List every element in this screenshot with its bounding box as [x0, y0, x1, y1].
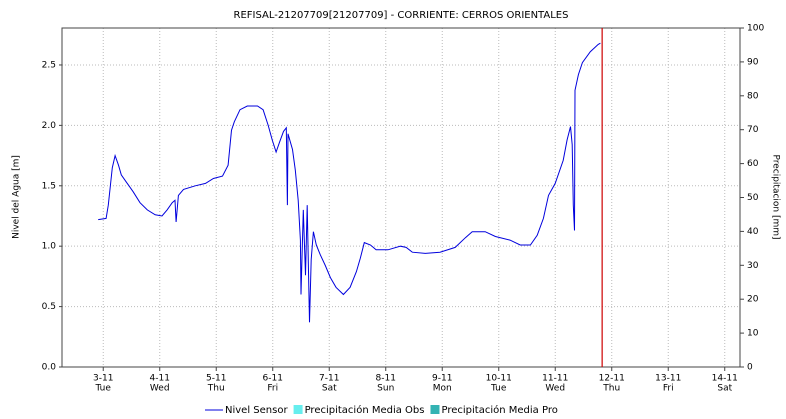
legend-label: Precipitación Media Pro	[441, 404, 557, 416]
x-tick-weekday: Thu	[207, 384, 225, 394]
x-tick-label: 12-11	[599, 374, 625, 384]
y-tick-label: 0.0	[42, 363, 57, 373]
x-tick-weekday: Sun	[377, 384, 394, 394]
y-tick-label: 1.0	[42, 242, 57, 252]
x-tick-label: 4-11	[150, 374, 170, 384]
plot-frame	[61, 27, 741, 368]
x-tick-weekday: Tue	[490, 384, 507, 394]
y2-tick-label: 20	[747, 295, 759, 305]
y2-tick-label: 60	[747, 159, 759, 169]
x-tick-weekday: Wed	[150, 384, 170, 394]
y2-tick-label: 30	[747, 261, 759, 271]
y2-tick-label: 80	[747, 91, 759, 101]
x-tick-weekday: Wed	[545, 384, 565, 394]
x-tick-label: 14-11	[712, 374, 738, 384]
x-tick-label: 5-11	[206, 374, 226, 384]
x-tick-label: 9-11	[432, 374, 452, 384]
x-tick-weekday: Sat	[717, 384, 732, 394]
x-tick-weekday: Fri	[663, 384, 674, 394]
legend-label: Precipitación Media Obs	[305, 404, 425, 416]
x-tick-label: 8-11	[376, 374, 396, 384]
x-tick-label: 13-11	[655, 374, 681, 384]
x-tick-label: 6-11	[263, 374, 283, 384]
chart-title: REFISAL-21207709[21207709] - CORRIENTE: …	[234, 10, 569, 21]
x-tick-label: 11-11	[542, 374, 568, 384]
legend-swatch	[293, 405, 303, 414]
y-tick-label: 2.0	[42, 121, 57, 131]
legend-label: Nivel Sensor	[225, 405, 288, 416]
y-tick-label: 2.5	[42, 60, 56, 70]
x-tick-weekday: Mon	[433, 384, 452, 394]
y2-tick-label: 0	[747, 363, 753, 373]
y2-tick-label: 50	[747, 193, 759, 203]
line-series	[98, 42, 601, 323]
y2-tick-label: 100	[747, 24, 764, 34]
y2-axis-label: Precipitacion [mm]	[771, 154, 781, 239]
x-tick-label: 7-11	[319, 374, 339, 384]
y2-tick-label: 70	[747, 125, 759, 135]
x-tick-weekday: Tue	[95, 384, 112, 394]
x-tick-label: 3-11	[93, 374, 113, 384]
y-tick-label: 1.5	[42, 181, 56, 191]
y2-tick-label: 40	[747, 227, 759, 237]
x-tick-weekday: Fri	[267, 384, 278, 394]
x-tick-weekday: Sat	[322, 384, 337, 394]
x-tick-weekday: Thu	[602, 384, 620, 394]
y2-tick-label: 10	[747, 329, 759, 339]
legend-swatch	[430, 405, 440, 414]
x-tick-label: 10-11	[486, 374, 512, 384]
y-axis-label: Nivel del Agua [m]	[12, 155, 22, 239]
y-tick-label: 0.5	[42, 302, 56, 312]
y2-tick-label: 90	[747, 57, 759, 67]
